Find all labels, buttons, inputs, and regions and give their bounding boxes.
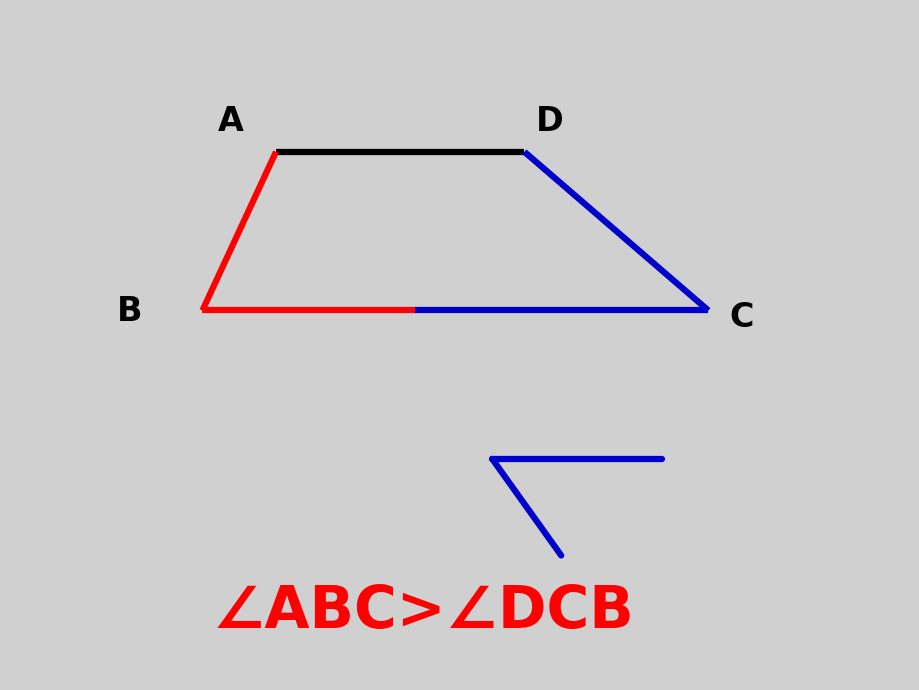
Text: ∠ABC>∠DCB: ∠ABC>∠DCB [212, 583, 633, 640]
Text: A: A [218, 105, 244, 138]
Text: C: C [729, 301, 754, 334]
Text: D: D [535, 105, 562, 138]
Text: B: B [117, 295, 142, 328]
